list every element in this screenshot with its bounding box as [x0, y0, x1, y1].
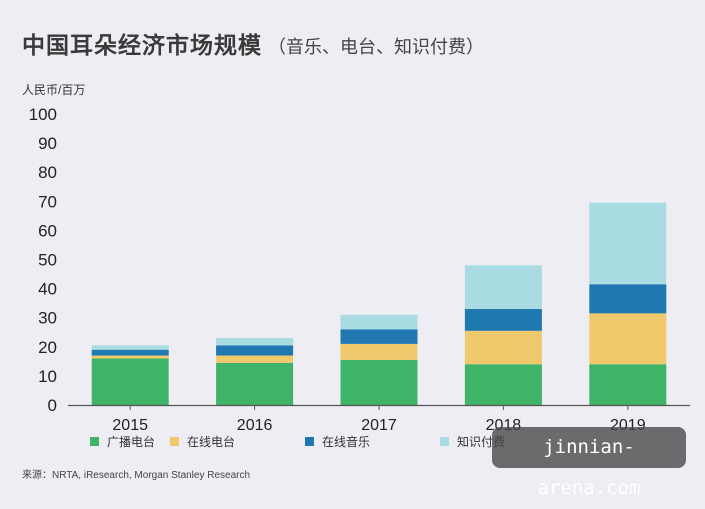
- watermark: jinnian-arena.com: [492, 427, 686, 499]
- bar-segment-2019-3: [589, 202, 667, 285]
- legend-item: 广播电台: [90, 433, 155, 450]
- bar-segment-2017-2: [340, 329, 418, 344]
- y-tick-label: 60: [38, 221, 57, 240]
- legend-swatch: [305, 437, 314, 446]
- legend-label: 广播电台: [107, 435, 156, 449]
- x-tick-label: 2016: [237, 417, 273, 434]
- y-tick-label: 0: [48, 396, 57, 415]
- legend-item: 在线音乐: [305, 433, 370, 450]
- bar-segment-2015-2: [91, 349, 169, 356]
- y-tick-label: 100: [29, 105, 57, 124]
- legend-swatch: [170, 437, 179, 446]
- y-tick-label: 30: [38, 309, 57, 328]
- bar-segment-2015-0: [91, 358, 169, 405]
- bar-segment-2019-2: [589, 284, 667, 314]
- y-tick-label: 70: [38, 192, 57, 211]
- y-axis-ticks: 0 10 20 30 40 50 60 70 80 90 100: [29, 105, 57, 415]
- bar-segment-2018-0: [464, 364, 542, 405]
- bar-segment-2018-2: [464, 308, 542, 331]
- bar-segment-2018-3: [464, 265, 542, 309]
- bar-segment-2015-1: [91, 355, 169, 359]
- bar-segment-2017-1: [340, 343, 418, 360]
- chart-title: 中国耳朵经济市场规模 （音乐、电台、知识付费）: [22, 26, 484, 60]
- bar-segment-2019-0: [589, 364, 667, 405]
- y-tick-label: 40: [38, 280, 57, 299]
- legend-label: 在线电台: [187, 435, 236, 449]
- bar-segment-2019-1: [589, 313, 667, 365]
- x-tick-label: 2017: [361, 417, 397, 434]
- bar-segment-2016-3: [216, 338, 294, 346]
- bar-segment-2016-0: [216, 362, 294, 405]
- bar-segment-2015-3: [91, 345, 169, 350]
- bar-segment-2017-3: [340, 314, 418, 330]
- y-tick-label: 20: [38, 338, 57, 357]
- bar-segment-2018-1: [464, 330, 542, 365]
- y-tick-label: 50: [38, 251, 57, 270]
- legend-swatch: [440, 437, 449, 446]
- y-tick-label: 90: [38, 134, 57, 153]
- bar-segment-2016-2: [216, 345, 294, 356]
- x-tick-label: 2015: [112, 417, 148, 434]
- bars: [91, 202, 667, 405]
- legend-swatch: [90, 437, 99, 446]
- y-axis-unit-label: 人民币/百万: [22, 83, 86, 97]
- legend-label: 在线音乐: [322, 435, 371, 449]
- chart-subtitle: （音乐、电台、知识付费）: [268, 37, 484, 57]
- y-tick-label: 10: [38, 367, 57, 386]
- y-tick-label: 80: [38, 163, 57, 182]
- bar-segment-2016-1: [216, 355, 294, 363]
- legend-item: 在线电台: [170, 433, 235, 450]
- bar-segment-2017-0: [340, 359, 418, 405]
- source-note: 来源：NRTA, iResearch, Morgan Stanley Resea…: [22, 470, 251, 481]
- title-text: 中国耳朵经济市场规模: [22, 32, 262, 58]
